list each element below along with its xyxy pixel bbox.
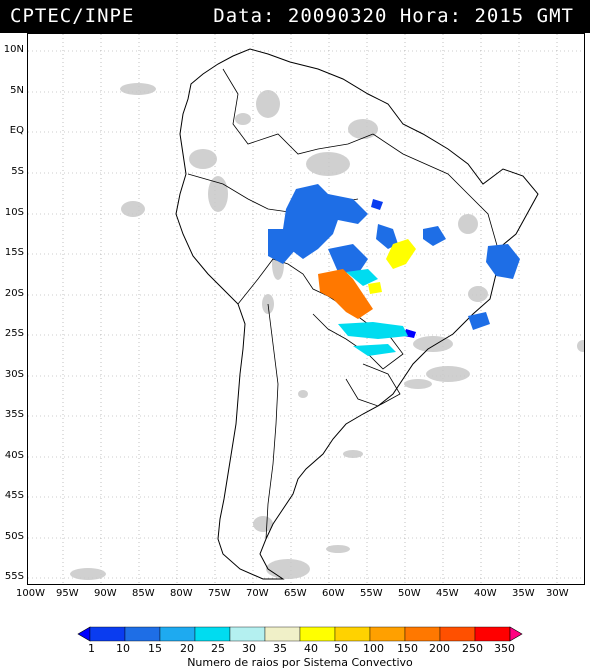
legend-value: 40	[304, 642, 318, 655]
color-bar-right-arrow	[509, 626, 523, 642]
lat-label: 30S	[4, 369, 24, 380]
legend-value: 15	[148, 642, 162, 655]
lon-label: 50W	[398, 588, 421, 599]
lon-label: 90W	[94, 588, 117, 599]
legend-value: 30	[242, 642, 256, 655]
lon-label: 55W	[360, 588, 383, 599]
color-bar-segment	[369, 626, 406, 642]
color-bar-segment	[474, 626, 511, 642]
color-bar-segment	[89, 626, 126, 642]
color-bar-segment	[299, 626, 336, 642]
map-panel	[27, 33, 585, 585]
lon-label: 60W	[322, 588, 345, 599]
legend-value: 250	[462, 642, 483, 655]
lon-label: 70W	[246, 588, 269, 599]
lon-label: 95W	[56, 588, 79, 599]
lat-label: 25S	[4, 328, 24, 339]
color-bar-segment	[264, 626, 301, 642]
color-bar-segment	[194, 626, 231, 642]
legend-caption: Numero de raios por Sistema Convectivo	[187, 656, 413, 669]
lat-label: 5N	[10, 85, 24, 96]
legend-value: 350	[494, 642, 515, 655]
legend-value: 100	[363, 642, 384, 655]
lon-label: 100W	[16, 588, 45, 599]
lon-label: 65W	[284, 588, 307, 599]
lon-label: 85W	[132, 588, 155, 599]
lat-label: 45S	[4, 490, 24, 501]
lon-label: 35W	[512, 588, 535, 599]
lon-label: 80W	[170, 588, 193, 599]
lon-label: 30W	[546, 588, 569, 599]
title-bar: CPTEC/INPE Data: 20090320 Hora: 2015 GMT	[0, 0, 590, 33]
convective-systems	[268, 184, 520, 356]
legend-value: 35	[273, 642, 287, 655]
lat-label: 10N	[3, 44, 24, 55]
lat-label: 5S	[11, 166, 24, 177]
lon-label: 40W	[474, 588, 497, 599]
lat-label: 55S	[4, 571, 24, 582]
south-america-coastline	[175, 48, 539, 580]
color-bar	[77, 626, 523, 642]
color-bar-segment	[124, 626, 161, 642]
lat-label: EQ	[9, 125, 24, 136]
lat-label: 40S	[4, 450, 24, 461]
lat-label: 35S	[4, 409, 24, 420]
legend-value: 20	[180, 642, 194, 655]
lat-label: 10S	[4, 207, 24, 218]
lat-label: 15S	[4, 247, 24, 258]
legend-value: 200	[429, 642, 450, 655]
graticule	[28, 34, 584, 584]
lon-label: 45W	[436, 588, 459, 599]
south-america-map	[28, 34, 584, 584]
legend-value: 1	[88, 642, 95, 655]
lon-label: 75W	[208, 588, 231, 599]
color-bar-segment	[334, 626, 371, 642]
color-bar-segment	[229, 626, 266, 642]
legend-value: 25	[211, 642, 225, 655]
lat-label: 50S	[4, 531, 24, 542]
legend-value: 50	[334, 642, 348, 655]
date-time-label: Data: 20090320 Hora: 2015 GMT	[213, 5, 574, 27]
cloud-cover	[70, 83, 584, 580]
legend-value: 150	[397, 642, 418, 655]
lat-label: 20S	[4, 288, 24, 299]
color-bar-segment	[439, 626, 476, 642]
color-bar-left-arrow	[77, 626, 91, 642]
organization-label: CPTEC/INPE	[10, 5, 135, 27]
color-bar-segment	[404, 626, 441, 642]
legend-value: 10	[116, 642, 130, 655]
color-bar-segment	[159, 626, 196, 642]
